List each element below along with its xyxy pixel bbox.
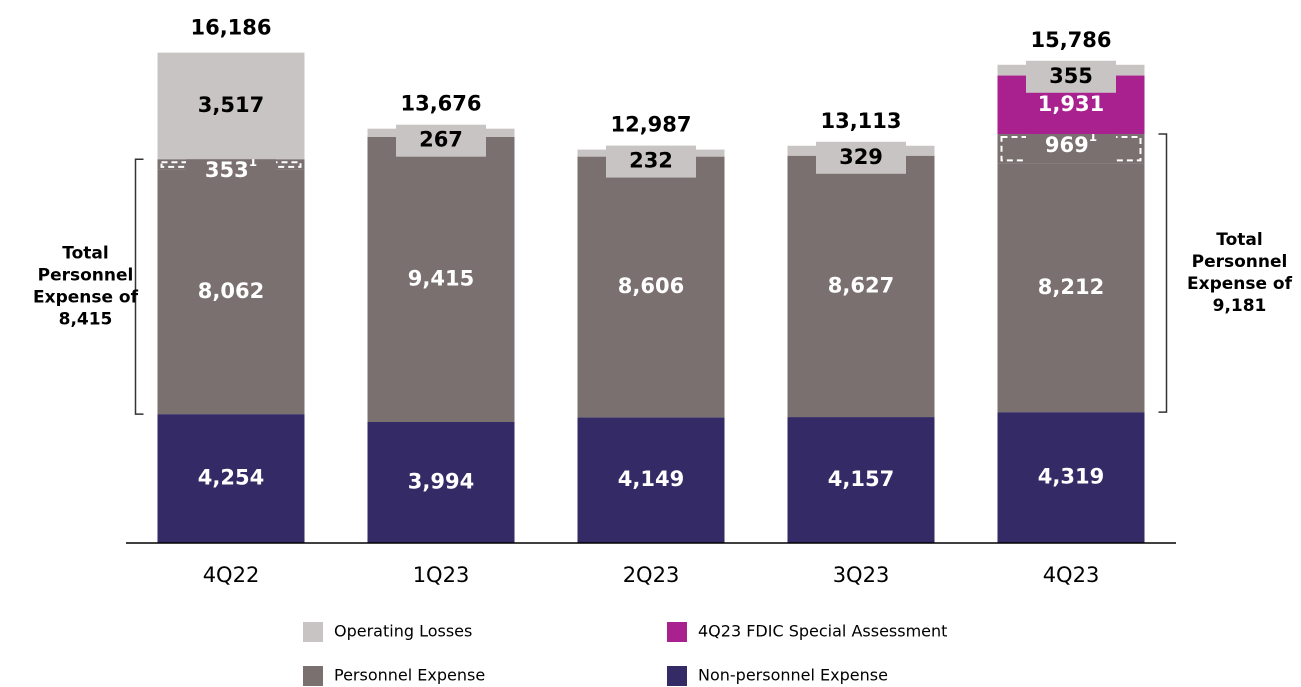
total-label: 12,987 [610,113,691,137]
segment-label-value: 353 [205,158,249,182]
bracket [134,158,144,415]
legend-label: Personnel Expense [334,666,485,685]
label-box [186,155,276,188]
segment-label-value: 3,994 [408,470,474,494]
x-tick-label: 1Q23 [413,563,470,587]
total-label: 13,676 [400,92,481,116]
annotation-line: Expense of [33,288,139,308]
label-box [1026,130,1116,163]
segment-label: 329 [839,145,883,169]
annotation-line: 8,415 [59,310,113,330]
bar-segment [157,169,305,415]
segment-label: 3,994 [408,470,474,494]
bar-segment [367,136,515,423]
bar-segment [577,417,725,543]
segment-label: 4,157 [828,467,894,491]
segment-label: 4,149 [618,467,684,491]
segment-label-value: 1,931 [1038,92,1104,116]
x-tick-label: 3Q23 [833,563,890,587]
bar-segment [157,52,305,160]
segment-label-value: 232 [629,149,673,173]
segment-label-value: 4,254 [198,466,264,490]
segment-label: 8,062 [198,279,264,303]
bar-segment [787,417,935,543]
legend-swatch [667,622,687,642]
segment-label-value: 4,157 [828,467,894,491]
annotation-line: Personnel [1192,252,1288,272]
footnote-mark: 1 [1089,130,1097,144]
legend-label: Non-personnel Expense [698,666,888,685]
annotation-line: Personnel [38,266,134,286]
legend-swatch [303,622,323,642]
bar-segment [577,156,725,418]
segment-label-value: 4,149 [618,467,684,491]
annotation-line: Total [62,244,108,264]
bar-segment [997,163,1145,413]
segment-label-value: 3,517 [198,93,264,117]
segment-label: 3531 [205,155,257,183]
segment-label: 8,212 [1038,275,1104,299]
segment-label: 8,627 [828,273,894,297]
label-box [816,141,906,174]
segment-label-value: 8,627 [828,273,894,297]
segment-label: 4,254 [198,466,264,490]
footnote-mark: 1 [249,155,257,169]
segment-label: 232 [629,149,673,173]
annotation-line: 9,181 [1213,296,1267,316]
x-tick-label: 4Q22 [203,563,260,587]
segment-label: 1,931 [1038,92,1104,116]
total-label: 13,113 [820,109,901,133]
legend-label: Operating Losses [334,622,472,641]
segment-label-value: 8,062 [198,279,264,303]
annotation-line: Total [1216,230,1262,250]
segment-label-value: 9,415 [408,266,474,290]
segment-label-value: 267 [419,128,463,152]
x-tick-label: 4Q23 [1043,563,1100,587]
bar-segment [367,422,515,543]
label-box [396,124,486,157]
segment-label-value: 969 [1045,133,1089,157]
segment-label-value: 4,319 [1038,465,1104,489]
segment-label: 8,606 [618,274,684,298]
legend-swatch [667,666,687,686]
label-box [606,145,696,178]
segment-label-value: 8,212 [1038,275,1104,299]
total-label: 15,786 [1030,28,1111,52]
x-tick-label: 2Q23 [623,563,680,587]
segment-label: 3,517 [198,93,264,117]
segment-label: 355 [1049,64,1093,88]
legend-label: 4Q23 FDIC Special Assessment [698,622,947,641]
segment-label: 267 [419,128,463,152]
segment-label-value: 355 [1049,64,1093,88]
bar-segment [997,412,1145,543]
segment-label: 9,415 [408,266,474,290]
bar-segment [787,155,935,418]
legend-swatch [303,666,323,686]
bracket [1158,133,1168,413]
total-label: 16,186 [190,16,271,40]
segment-label-value: 329 [839,145,883,169]
segment-label: 9691 [1045,130,1097,158]
label-box [1026,60,1116,93]
segment-label-value: 8,606 [618,274,684,298]
annotation-line: Expense of [1187,274,1293,294]
segment-label: 4,319 [1038,465,1104,489]
bar-segment [157,414,305,543]
